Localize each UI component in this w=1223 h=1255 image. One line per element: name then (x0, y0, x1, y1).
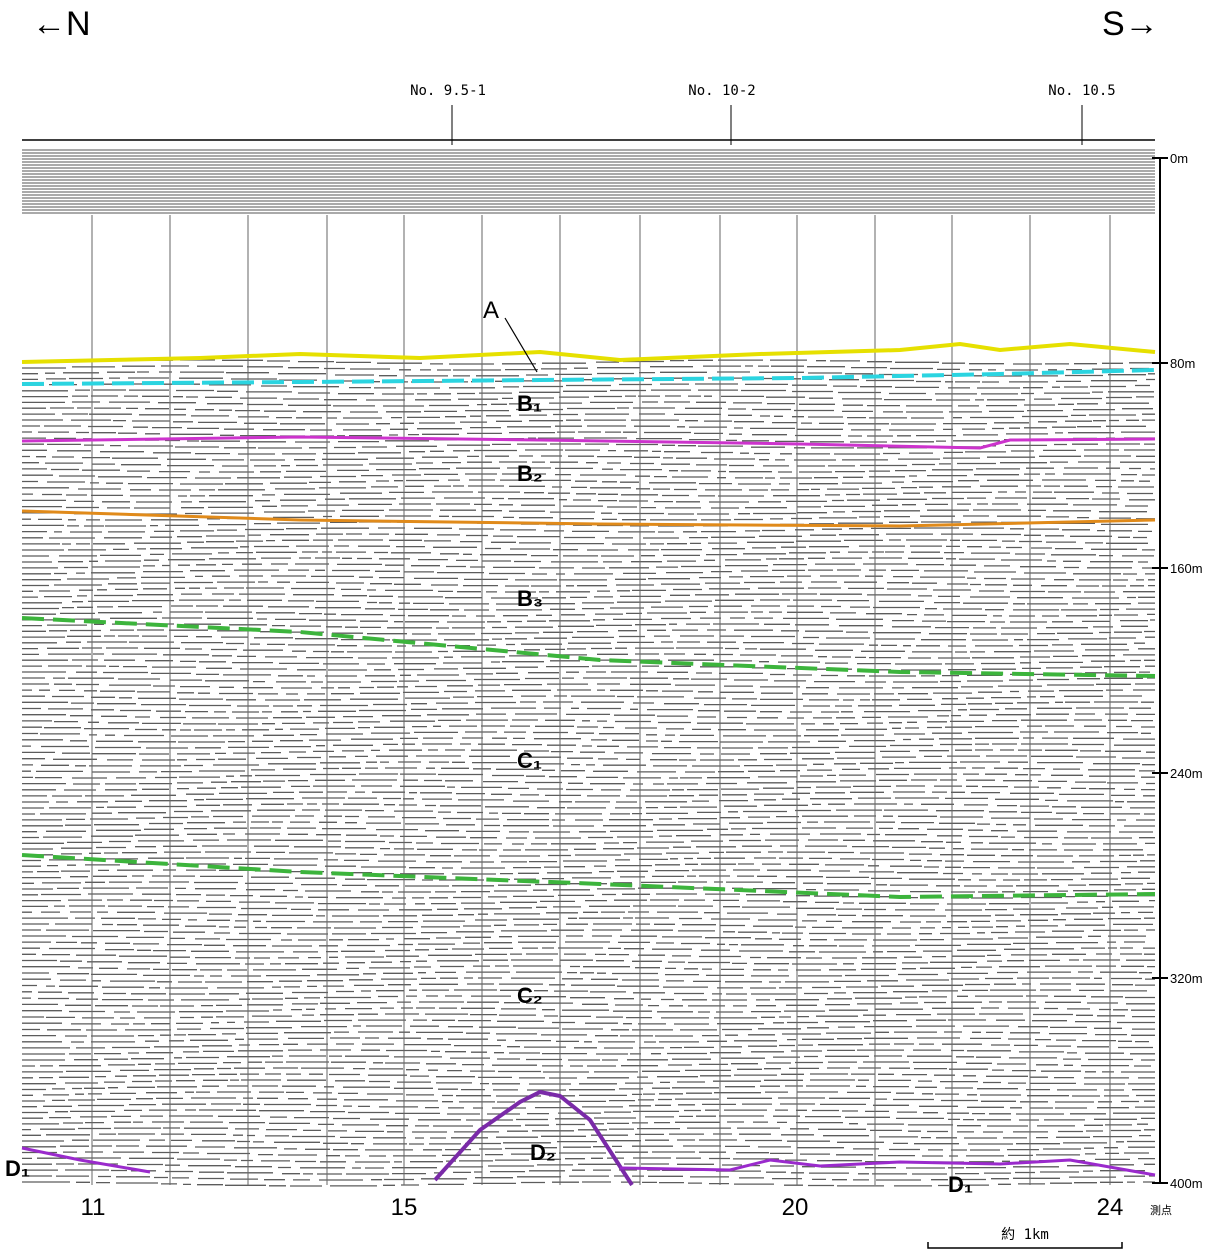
station-label: 24 (1097, 1194, 1124, 1221)
layer-label: D₁ (5, 1156, 30, 1181)
depth-label: 0m (1170, 151, 1188, 166)
layer-label: D₂ (530, 1140, 556, 1165)
reflection-texture (22, 149, 1155, 1187)
station-label: 11 (81, 1194, 106, 1221)
depth-label: 80m (1170, 356, 1195, 371)
depth-label: 320m (1170, 971, 1203, 986)
layer-label: C₂ (517, 983, 543, 1008)
depth-label: 160m (1170, 561, 1203, 576)
horizon-c2 (21, 853, 1156, 900)
survey-markers: No. 9.5-1 No. 10-2 No. 10.5 (410, 83, 1116, 145)
survey-line-label: No. 9.5-1 (410, 83, 486, 99)
leader-line (504, 317, 538, 373)
depth-label: 240m (1170, 766, 1203, 781)
layer-label: B₃ (517, 586, 543, 611)
south-label: S→ (1102, 5, 1159, 43)
survey-line-label: No. 10.5 (1048, 83, 1115, 99)
layer-label: A (483, 297, 499, 324)
scale-bar (927, 1242, 1123, 1249)
horizon-c1 (21, 616, 1156, 678)
station-label: 15 (391, 1194, 418, 1221)
layer-label: C₁ (517, 748, 542, 773)
horizon-b3 (21, 509, 1156, 528)
horizon-d1-right (619, 1158, 1156, 1177)
horizon-b1 (21, 368, 1156, 386)
layer-label: B₂ (517, 461, 543, 486)
north-label: ←N (32, 5, 91, 43)
layer-label: B₁ (517, 391, 542, 416)
horizon-a (21, 341, 1156, 364)
depth-label: 400m (1170, 1176, 1203, 1191)
horizon-d1-left (21, 1146, 151, 1174)
depth-axis: 0m 80m 160m 240m 320m 400m (1152, 151, 1203, 1191)
station-label: 20 (782, 1194, 809, 1221)
station-caption: 測点 (1150, 1203, 1172, 1217)
layer-label: D₁ (948, 1172, 973, 1197)
survey-line-label: No. 10-2 (688, 83, 755, 99)
horizon-b2 (21, 435, 1156, 450)
top-band (22, 149, 1155, 214)
scale-label: 約 1km (1001, 1227, 1049, 1243)
horizon-d2 (433, 1089, 634, 1187)
